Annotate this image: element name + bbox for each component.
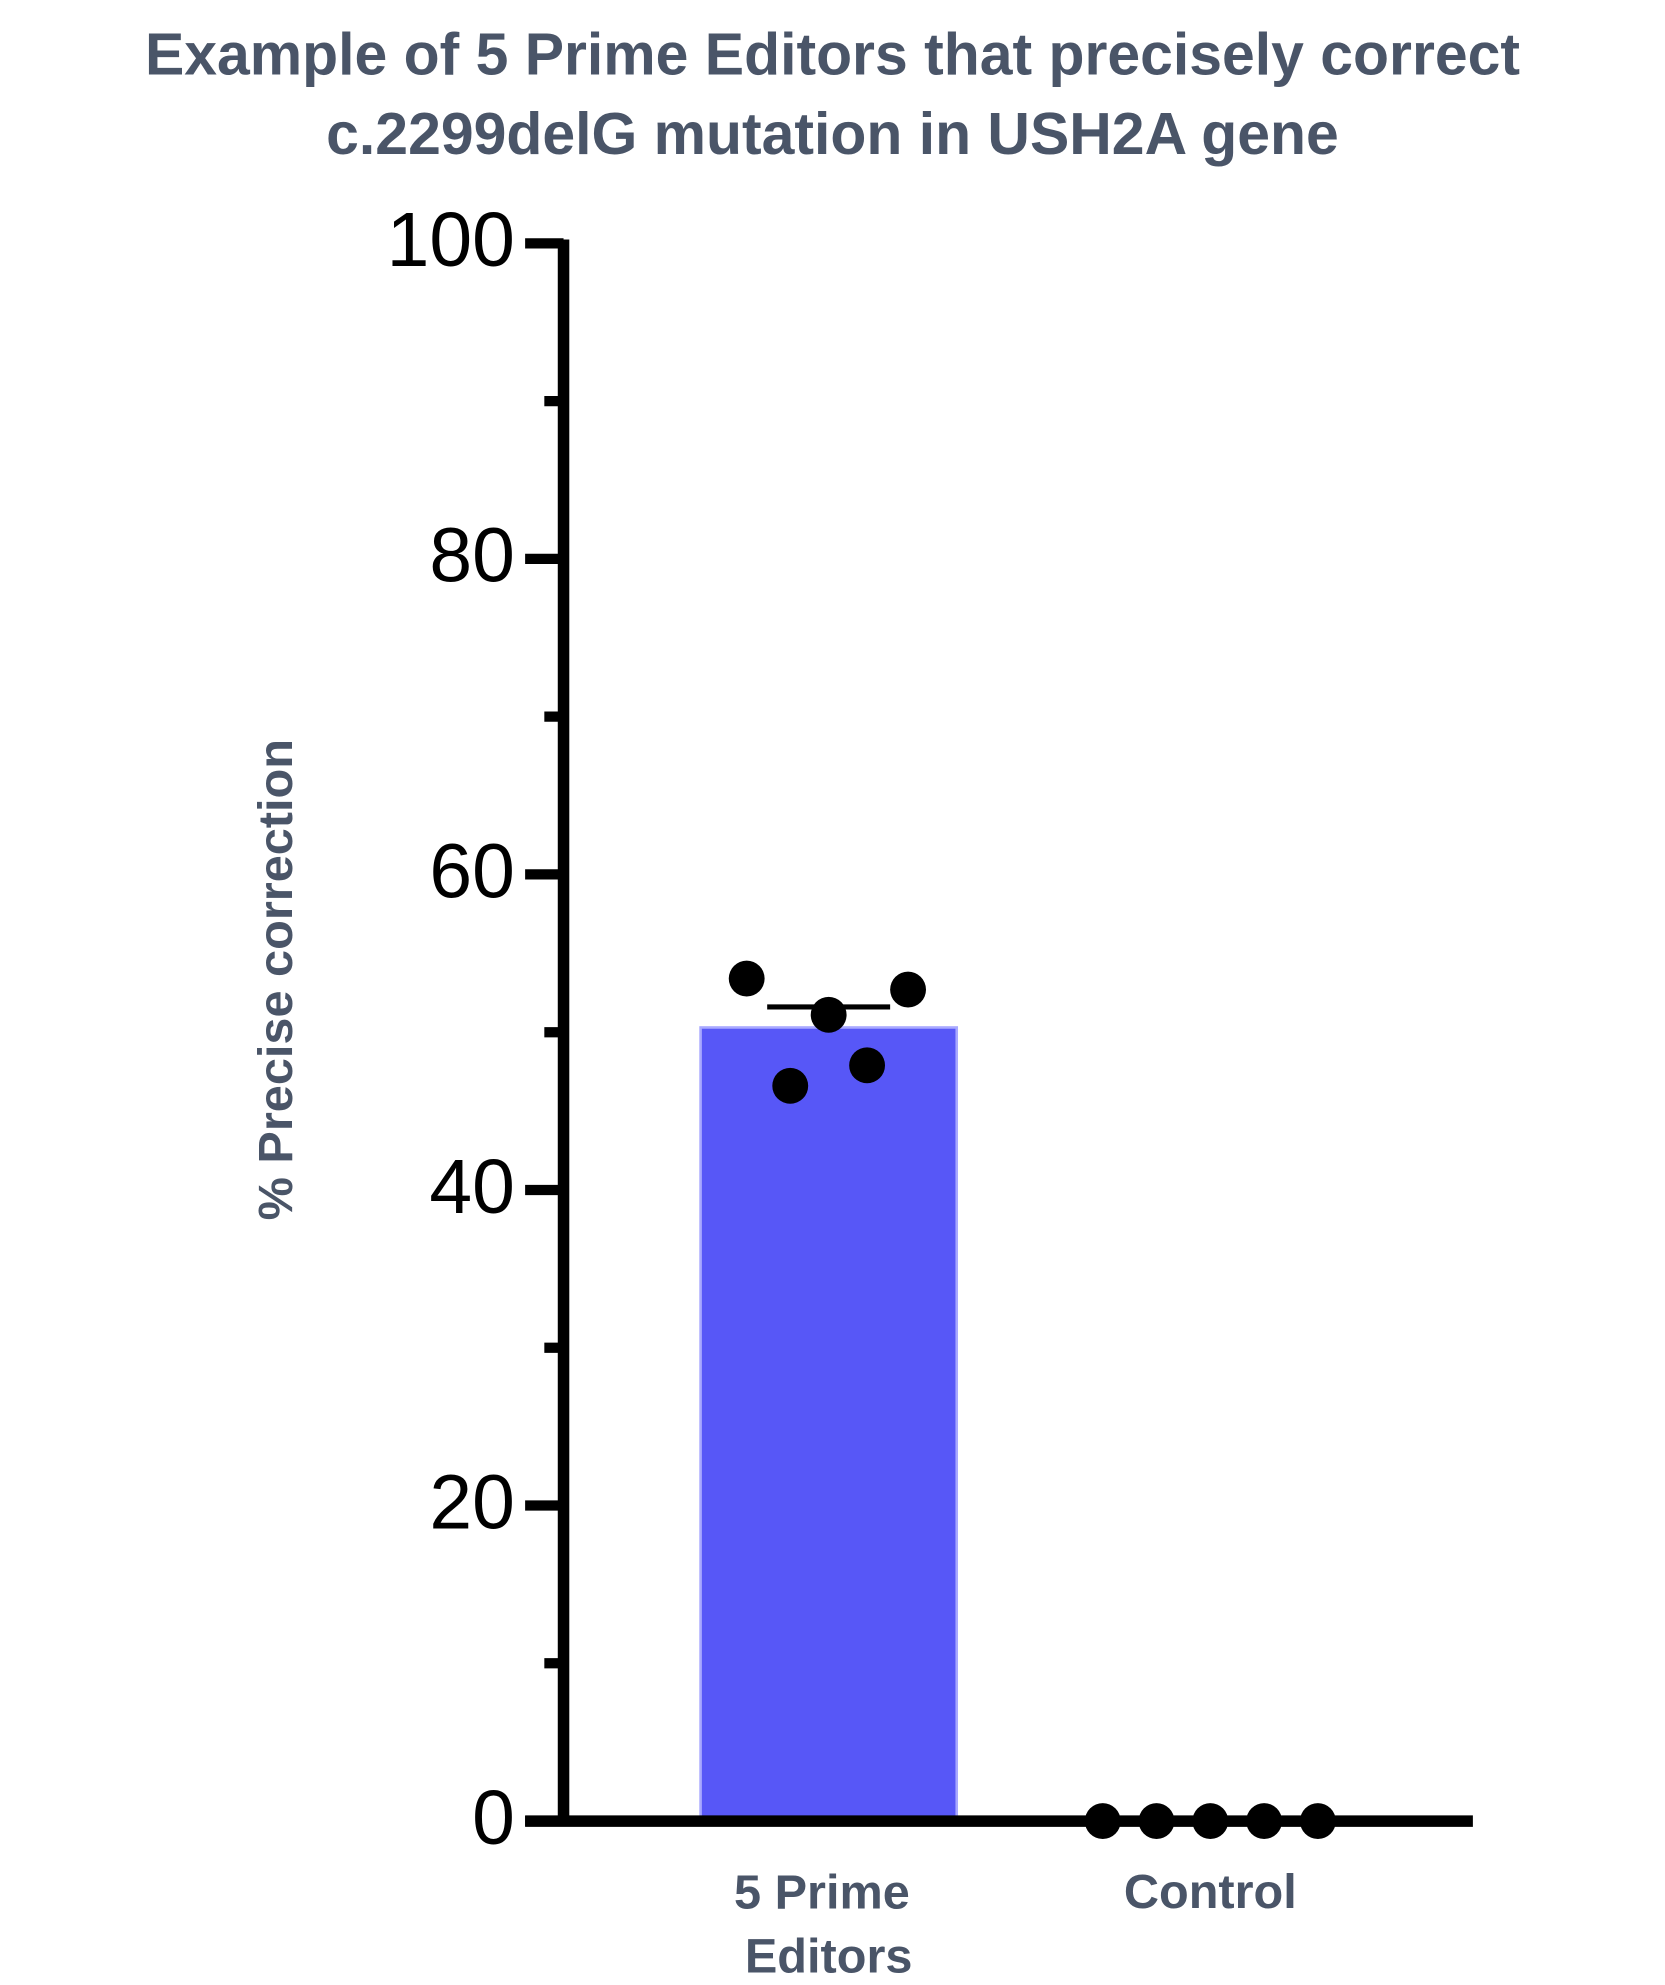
chart-title: c.2299delG mutation in USH2A gene <box>326 102 1339 167</box>
y-tick-label: 60 <box>429 828 514 914</box>
data-point <box>890 971 926 1008</box>
data-point <box>1084 1803 1121 1840</box>
y-tick-label: 20 <box>429 1459 514 1545</box>
data-point <box>1192 1803 1229 1840</box>
y-tick-label: 40 <box>429 1144 514 1230</box>
x-tick-label: Control <box>1124 1865 1297 1919</box>
y-tick-label: 100 <box>387 197 515 283</box>
data-point <box>772 1067 809 1104</box>
y-tick-label: 0 <box>472 1775 515 1861</box>
data-point <box>849 1047 886 1084</box>
y-axis-label: % Precise correction <box>249 739 303 1220</box>
bar <box>699 1026 959 1823</box>
data-point <box>1246 1803 1283 1840</box>
data-point <box>1138 1803 1175 1840</box>
data-point <box>810 996 847 1033</box>
data-point <box>1299 1803 1336 1840</box>
data-point <box>728 960 765 997</box>
x-tick-label: 5 Prime Editors <box>734 1865 923 1983</box>
y-tick-label: 80 <box>429 513 514 599</box>
chart-title: Example of 5 Prime Editors that precisel… <box>145 22 1520 87</box>
